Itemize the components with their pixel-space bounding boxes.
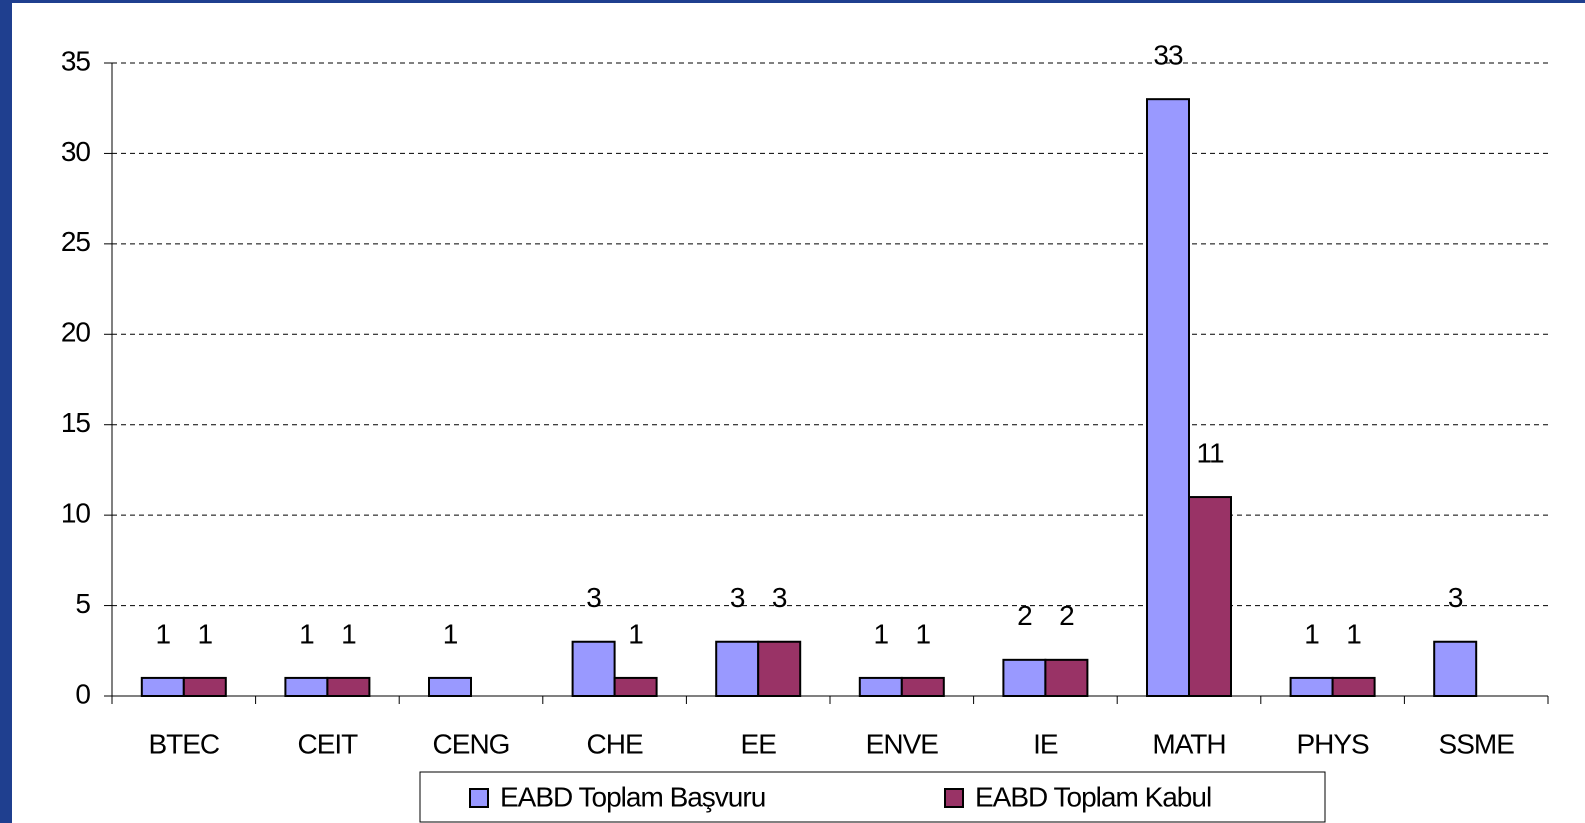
x-tick-label: BTEC — [148, 728, 219, 759]
value-label: 1 — [874, 618, 889, 649]
y-tick-label: 25 — [61, 226, 91, 257]
bar — [428, 676, 472, 698]
x-tick-label: IE — [1033, 728, 1058, 759]
y-tick-label: 35 — [61, 45, 91, 76]
value-label: 1 — [198, 618, 213, 649]
value-label: 3 — [586, 582, 601, 613]
bar — [1002, 658, 1047, 697]
bar — [1146, 98, 1190, 697]
x-tick-label: CEIT — [298, 728, 359, 759]
y-tick-label: 10 — [61, 498, 91, 529]
x-tick-label: PHYS — [1296, 728, 1369, 759]
value-label: 1 — [1346, 618, 1361, 649]
legend-box — [419, 771, 1326, 823]
bar — [613, 676, 658, 698]
y-tick-label: 20 — [61, 317, 91, 348]
value-label: 2 — [1017, 600, 1032, 631]
legend-label: EABD Toplam Kabul — [975, 781, 1211, 812]
bar — [182, 676, 227, 698]
bar — [1289, 676, 1334, 698]
x-tick-label: ENVE — [866, 728, 939, 759]
value-label: 11 — [1196, 437, 1223, 468]
value-label: 1 — [341, 618, 356, 649]
value-label: 3 — [772, 582, 787, 613]
slide-border — [0, 0, 12, 823]
bar — [757, 640, 802, 697]
bar — [715, 640, 760, 697]
legend-swatch — [944, 788, 964, 808]
value-label: 1 — [916, 618, 931, 649]
bar — [1331, 676, 1376, 698]
bar — [858, 676, 903, 698]
value-label: 1 — [156, 618, 171, 649]
x-tick-label: MATH — [1152, 728, 1225, 759]
slide-border-top — [0, 0, 1585, 3]
value-label: 1 — [1304, 618, 1319, 649]
x-tick-label: SSME — [1439, 728, 1515, 759]
value-label: 2 — [1059, 600, 1074, 631]
y-tick-label: 30 — [61, 136, 91, 167]
x-tick-label: CHE — [587, 728, 643, 759]
y-tick-label: 15 — [61, 407, 91, 438]
bar — [571, 640, 616, 697]
bar — [1433, 640, 1478, 697]
y-tick-label: 5 — [75, 588, 90, 619]
bar — [900, 676, 945, 698]
value-label: 33 — [1153, 40, 1183, 71]
y-tick-label: 0 — [75, 678, 90, 709]
bar — [140, 676, 185, 698]
legend-label: EABD Toplam Başvuru — [500, 781, 765, 812]
value-label: 1 — [628, 618, 643, 649]
legend-swatch — [469, 788, 489, 808]
x-tick-label: EE — [741, 728, 777, 759]
value-label: 1 — [443, 618, 458, 649]
value-label: 3 — [730, 582, 745, 613]
bar — [1188, 496, 1232, 697]
value-label: 3 — [1448, 582, 1463, 613]
bar — [326, 676, 371, 698]
x-tick-label: CENG — [433, 728, 510, 759]
bar — [1044, 658, 1089, 697]
value-label: 1 — [299, 618, 314, 649]
bar — [284, 676, 329, 698]
